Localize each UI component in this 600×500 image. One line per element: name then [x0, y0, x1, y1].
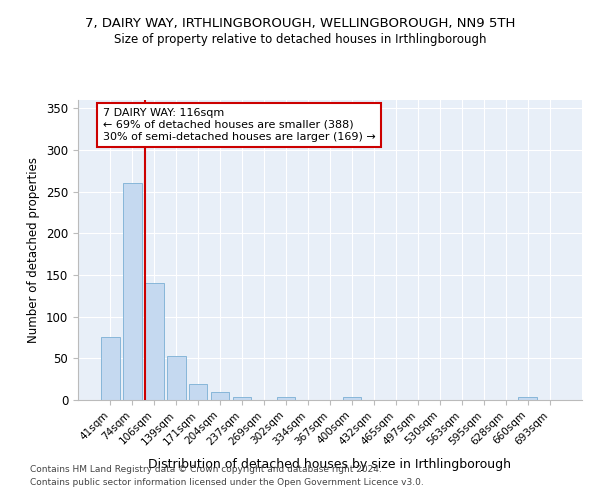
Text: 7 DAIRY WAY: 116sqm
← 69% of detached houses are smaller (388)
30% of semi-detac: 7 DAIRY WAY: 116sqm ← 69% of detached ho… [103, 108, 376, 142]
Bar [101, 336, 119, 400]
Bar [211, 392, 229, 400]
Bar [518, 396, 537, 400]
Bar [123, 182, 142, 400]
Text: Size of property relative to detached houses in Irthlingborough: Size of property relative to detached ho… [114, 32, 486, 46]
Text: Contains public sector information licensed under the Open Government Licence v3: Contains public sector information licen… [30, 478, 424, 487]
Text: Contains HM Land Registry data © Crown copyright and database right 2024.: Contains HM Land Registry data © Crown c… [30, 466, 382, 474]
Y-axis label: Number of detached properties: Number of detached properties [28, 157, 40, 343]
Bar [145, 282, 164, 400]
Bar [233, 396, 251, 400]
Text: 7, DAIRY WAY, IRTHLINGBOROUGH, WELLINGBOROUGH, NN9 5TH: 7, DAIRY WAY, IRTHLINGBOROUGH, WELLINGBO… [85, 18, 515, 30]
Bar [189, 384, 208, 400]
X-axis label: Distribution of detached houses by size in Irthlingborough: Distribution of detached houses by size … [149, 458, 511, 470]
Bar [167, 356, 185, 400]
Bar [277, 396, 295, 400]
Bar [343, 396, 361, 400]
